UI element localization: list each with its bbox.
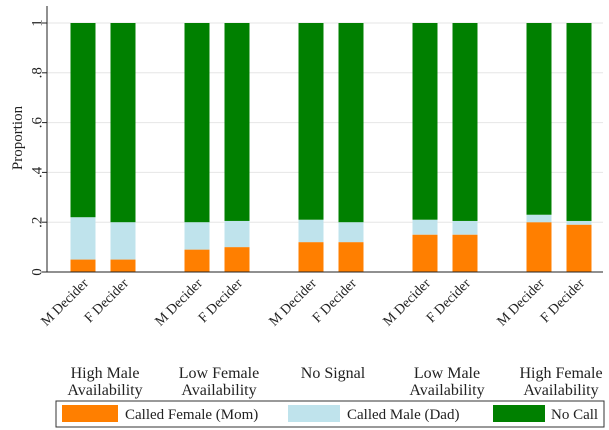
bar-segment-no-call [338, 23, 364, 223]
bar-segment-called-female [298, 242, 324, 272]
bar-segment-no-call [452, 23, 478, 221]
bar-label: M Decider [153, 276, 206, 329]
bar-segment-called-male [452, 220, 478, 235]
legend-swatch [62, 405, 118, 422]
bar-segment-called-male [184, 222, 210, 250]
group-label: Low Male [414, 365, 480, 382]
bar-segment-called-female [526, 222, 552, 272]
bar-label: F Decider [538, 276, 588, 326]
y-tick-label: .8 [29, 67, 45, 78]
bar-label: M Decider [39, 276, 92, 329]
bar-label: F Decider [82, 276, 132, 326]
y-tick-label: 0 [29, 268, 45, 276]
group-label: High Male [71, 365, 140, 382]
bar-segment-called-female [184, 249, 210, 272]
bar-segment-called-male [298, 219, 324, 243]
group-label: Availability [409, 382, 484, 399]
bar-segment-called-male [110, 222, 136, 260]
bar-segment-called-female [566, 224, 592, 272]
bar-label: F Decider [310, 276, 360, 326]
bar-segment-called-female [338, 242, 364, 272]
legend-label: Called Male (Dad) [347, 407, 459, 423]
bar-segment-no-call [298, 23, 324, 220]
y-tick-label: 1 [29, 19, 45, 27]
group-label: Availability [523, 382, 598, 399]
bar-segment-no-call [184, 23, 210, 223]
bar-segment-called-male [526, 214, 552, 223]
bar-segment-no-call [412, 23, 438, 220]
y-tick-label: .4 [29, 166, 45, 178]
bar-segment-called-male [224, 220, 250, 248]
bar-label: M Decider [381, 276, 434, 329]
group-label: Availability [67, 382, 142, 399]
bar-segment-called-female [70, 259, 96, 272]
bar-segment-no-call [224, 23, 250, 221]
group-label: High Female [519, 365, 602, 382]
legend-label: Called Female (Mom) [125, 407, 258, 423]
legend-label: No Call [551, 407, 598, 423]
y-axis: 0 .2 .4 .6 .8 1 [29, 6, 48, 276]
bar-segment-called-male [412, 219, 438, 235]
y-tick-label: .2 [29, 217, 45, 228]
group-label: Availability [181, 382, 256, 399]
bar-layer [70, 23, 592, 272]
bar-segment-called-female [452, 234, 478, 272]
y-axis-label: Proportion [10, 105, 26, 170]
bar-segment-called-female [224, 247, 250, 272]
grid-lines [47, 22, 603, 223]
group-label: No Signal [301, 365, 366, 382]
y-tick-label: .6 [29, 116, 45, 128]
bar-label: M Decider [495, 276, 548, 329]
legend-swatch [493, 405, 545, 422]
bar-segment-no-call [526, 23, 552, 215]
bar-segment-called-female [110, 259, 136, 272]
bar-segment-called-male [566, 220, 592, 225]
bar-segment-no-call [110, 23, 136, 223]
bar-label: M Decider [267, 276, 320, 329]
bar-segment-called-male [70, 217, 96, 260]
legend-swatch [288, 405, 340, 422]
bar-segment-called-male [338, 222, 364, 243]
legend: Called Female (Mom) Called Male (Dad) No C… [55, 400, 605, 428]
bar-label: F Decider [424, 276, 474, 326]
plot-area [47, 6, 603, 272]
bar-segment-no-call [70, 23, 96, 218]
group-label: Low Female [179, 365, 259, 382]
bar-segment-no-call [566, 23, 592, 221]
bar-label: F Decider [196, 276, 246, 326]
bar-segment-called-female [412, 234, 438, 272]
